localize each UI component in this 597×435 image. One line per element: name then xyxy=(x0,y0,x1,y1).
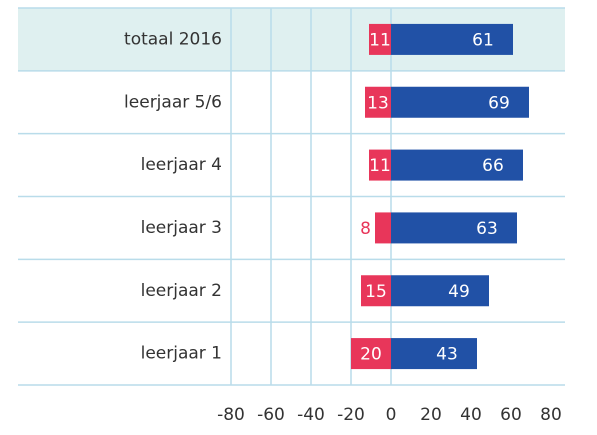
value-label: 49 xyxy=(448,282,470,302)
value-label: 61 xyxy=(472,30,494,50)
x-tick-label: -20 xyxy=(337,405,365,425)
x-tick-label: 0 xyxy=(386,405,397,425)
x-tick-label: 20 xyxy=(420,405,442,425)
value-label: 11 xyxy=(369,30,391,50)
x-tick-label: 80 xyxy=(540,405,562,425)
category-label: leerjaar 2 xyxy=(141,281,222,301)
value-label: 13 xyxy=(367,93,389,113)
value-label: 20 xyxy=(360,345,382,365)
bar xyxy=(391,338,477,370)
bar xyxy=(391,23,513,55)
bar xyxy=(391,149,523,181)
bar xyxy=(375,212,391,244)
category-label: leerjaar 4 xyxy=(141,155,222,175)
x-tick-label: 40 xyxy=(460,405,482,425)
value-label: 11 xyxy=(369,156,391,176)
category-label: leerjaar 5/6 xyxy=(124,92,222,112)
bar xyxy=(391,212,517,244)
x-tick-label: -40 xyxy=(297,405,325,425)
bar xyxy=(391,275,489,307)
category-label: leerjaar 1 xyxy=(141,344,222,364)
value-label: 43 xyxy=(436,345,458,365)
category-label: leerjaar 3 xyxy=(141,218,222,238)
value-label: 8 xyxy=(360,219,371,239)
x-tick-label: -80 xyxy=(217,405,245,425)
bar xyxy=(369,149,391,181)
x-tick-label: -60 xyxy=(257,405,285,425)
bar xyxy=(351,338,391,370)
value-label: 15 xyxy=(365,282,387,302)
bar xyxy=(365,86,391,118)
value-label: 66 xyxy=(482,156,504,176)
value-label: 69 xyxy=(488,93,510,113)
bar xyxy=(391,86,529,118)
bar xyxy=(369,23,391,55)
x-tick-label: 60 xyxy=(500,405,522,425)
category-label: totaal 2016 xyxy=(124,29,222,49)
value-label: 63 xyxy=(476,219,498,239)
bar xyxy=(361,275,391,307)
